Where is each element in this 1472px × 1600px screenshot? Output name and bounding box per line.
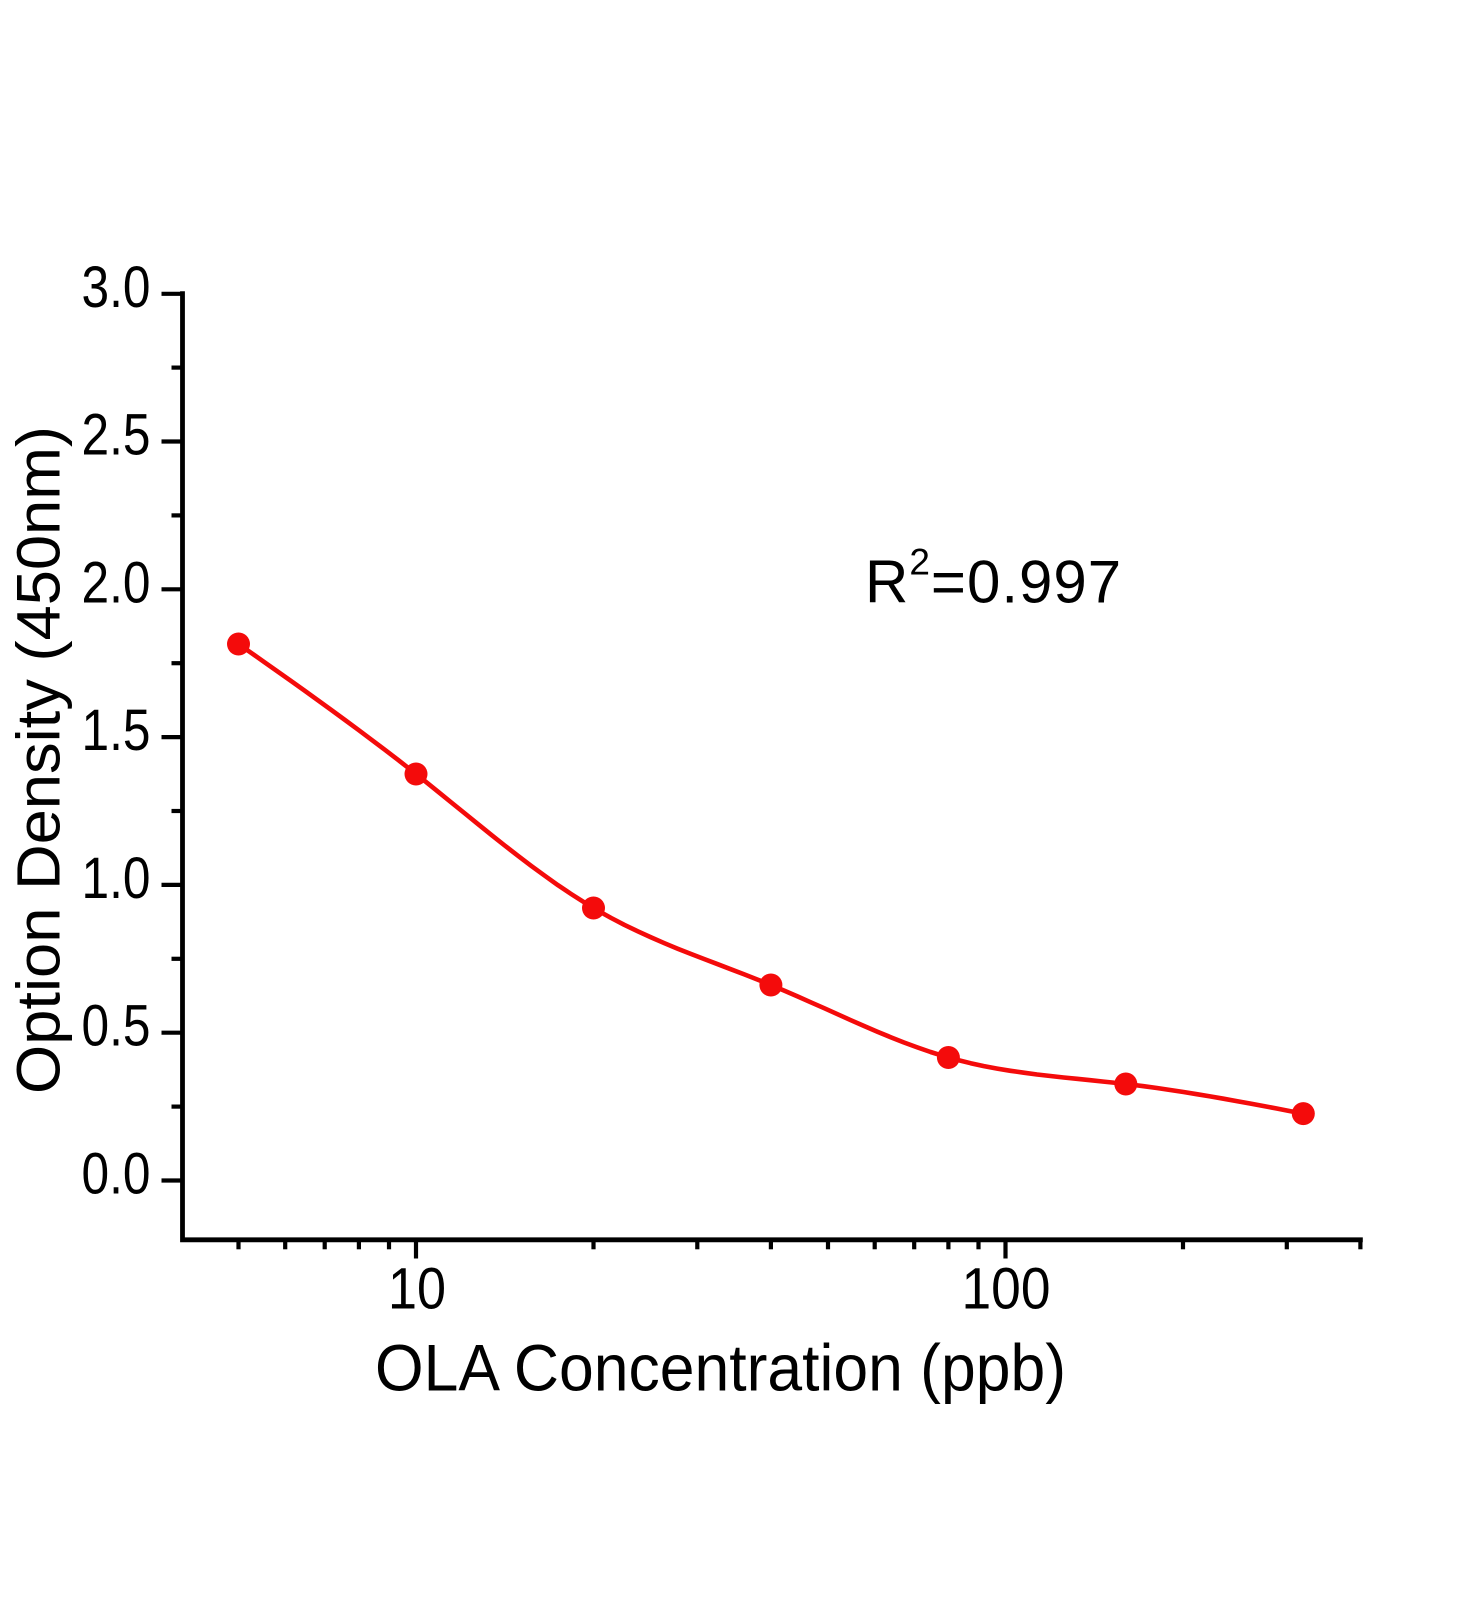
svg-text:0.0: 0.0: [82, 1142, 151, 1207]
svg-text:R2=0.997: R2=0.997: [865, 542, 1122, 616]
svg-text:10: 10: [388, 1257, 446, 1322]
svg-text:1.5: 1.5: [82, 698, 151, 763]
svg-text:100: 100: [962, 1257, 1051, 1322]
svg-text:2.0: 2.0: [82, 550, 151, 615]
svg-text:OLA Concentration (ppb): OLA Concentration (ppb): [375, 1330, 1066, 1404]
svg-text:1.0: 1.0: [82, 846, 151, 911]
svg-text:0.5: 0.5: [82, 994, 151, 1059]
svg-text:3.0: 3.0: [82, 255, 151, 320]
svg-text:2.5: 2.5: [82, 403, 151, 468]
svg-text:Option Density (450nm): Option Density (450nm): [5, 426, 73, 1094]
